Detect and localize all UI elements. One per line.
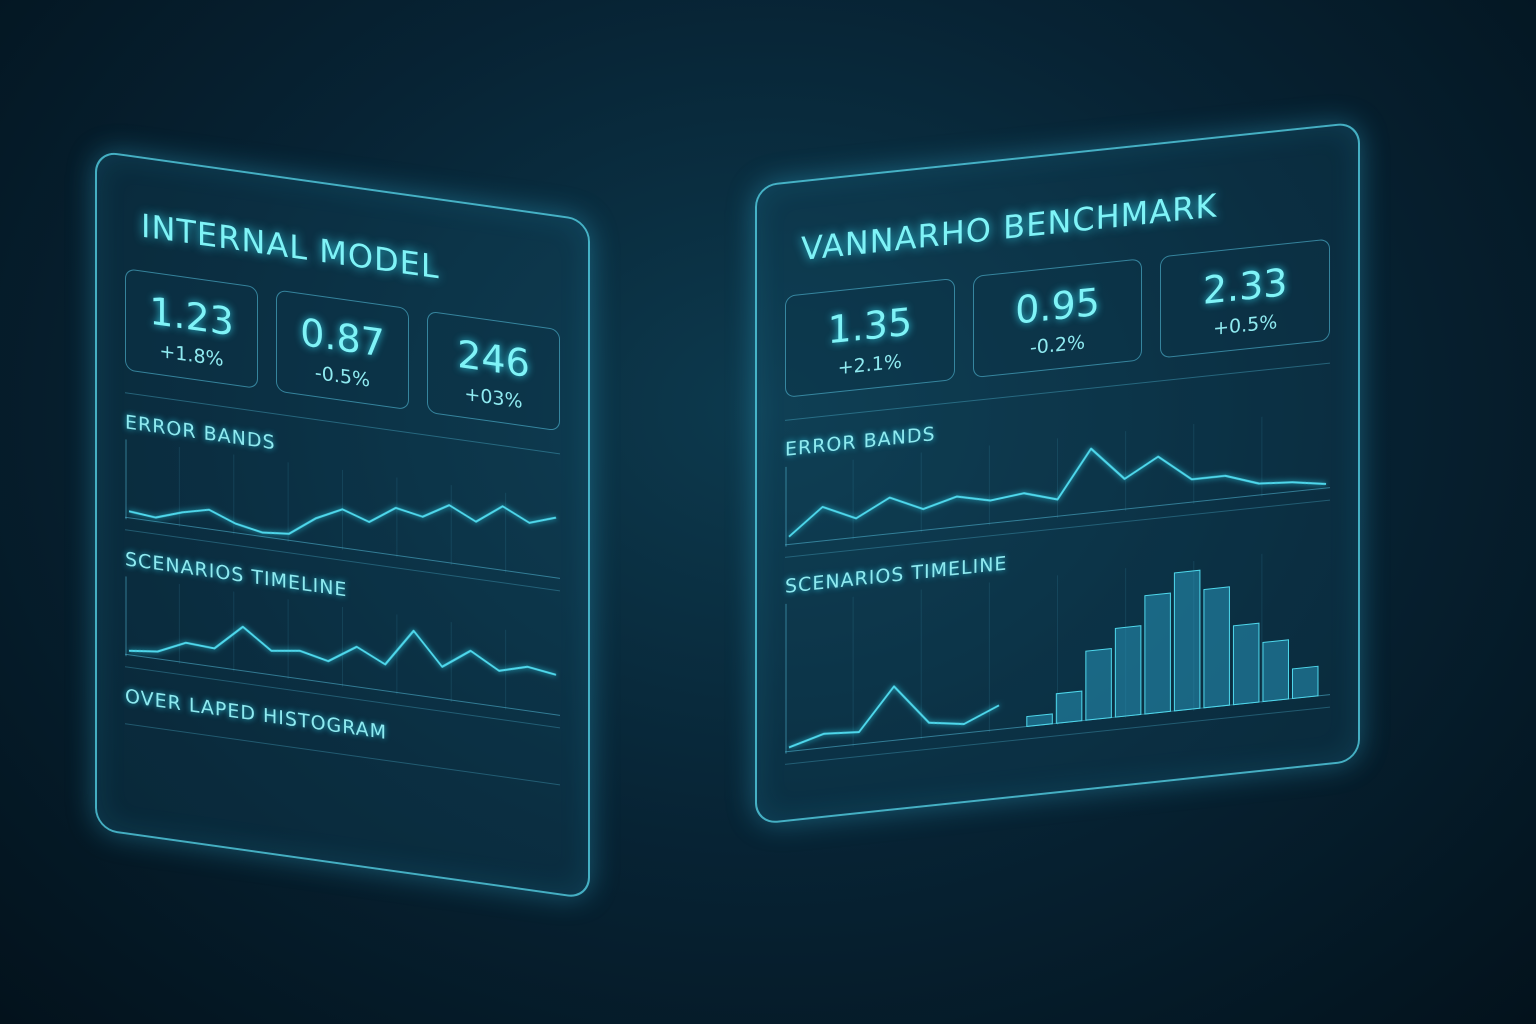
histogram-bar bbox=[1026, 713, 1053, 727]
chart bbox=[785, 553, 1330, 754]
kpi-card: 0.95 -0.2% bbox=[972, 258, 1143, 379]
histogram-bar bbox=[1232, 622, 1260, 706]
histogram-bar bbox=[1144, 592, 1171, 715]
chart bbox=[125, 576, 560, 716]
histogram-bar bbox=[1085, 647, 1112, 721]
section: SCENARIOS TIMELINE bbox=[785, 518, 1330, 765]
histogram-bar bbox=[1114, 625, 1142, 718]
section: SCENARIOS TIMELINE bbox=[125, 548, 560, 729]
panel: INTERNAL MODEL 1.23 +1.8% 0.87 -0.5% 246 +03% E… bbox=[95, 150, 590, 900]
axis bbox=[125, 653, 560, 716]
kpi-card: 2.33 +0.5% bbox=[1160, 238, 1331, 359]
line bbox=[128, 625, 557, 676]
kpi-card: 0.87 -0.5% bbox=[276, 289, 409, 411]
kpi-card: 1.35 +2.1% bbox=[785, 278, 955, 398]
histogram-bar bbox=[1262, 639, 1289, 703]
histogram-bar bbox=[1203, 586, 1230, 709]
histogram-bar bbox=[1291, 665, 1319, 700]
section: ERROR BANDS bbox=[125, 411, 560, 592]
line bbox=[788, 685, 1000, 749]
line bbox=[128, 504, 557, 535]
kpi-card: 246 +03% bbox=[427, 310, 560, 432]
histogram-bar bbox=[1173, 569, 1201, 712]
chart bbox=[125, 439, 560, 579]
histogram-bar bbox=[1055, 690, 1083, 724]
axis bbox=[125, 516, 560, 579]
kpi-card: 1.23 +1.8% bbox=[125, 268, 258, 389]
panel: VANNARHO BENCHMARK 1.35 +2.1% 0.95 -0.2% 2.33… bbox=[755, 121, 1360, 826]
line bbox=[788, 447, 1327, 538]
chart bbox=[785, 416, 1330, 547]
section: ERROR BANDS bbox=[785, 381, 1330, 558]
axis bbox=[785, 487, 1330, 546]
